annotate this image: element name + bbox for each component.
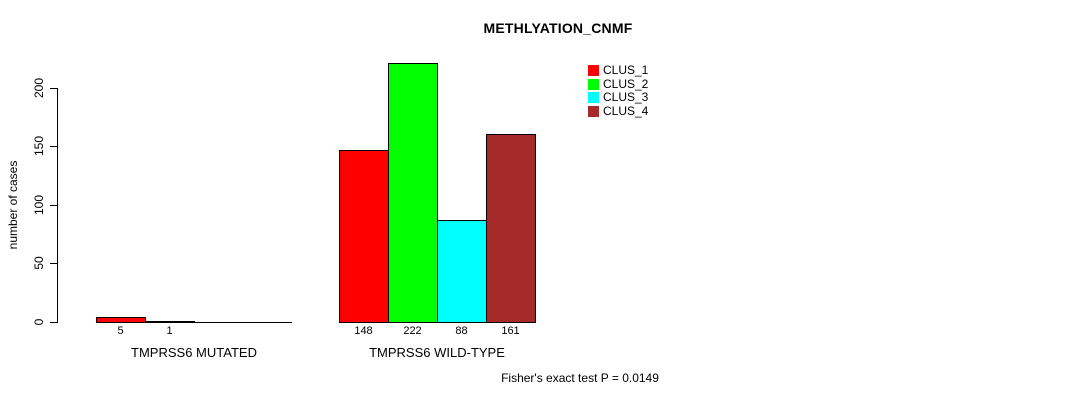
legend-swatch-clus-4 xyxy=(588,105,599,117)
legend-label-clus-1: CLUS_1 xyxy=(603,63,649,77)
bar-clus-2-tmprss6-mutated xyxy=(145,321,195,323)
bar-value-label: 88 xyxy=(455,325,468,337)
y-tick-label: 50 xyxy=(32,256,46,270)
bar-value-label: 1 xyxy=(166,325,173,337)
bar-clus-4-tmprss6-mutated xyxy=(243,322,292,323)
y-axis-tick xyxy=(50,322,57,323)
bar-clus-1-tmprss6-mutated xyxy=(96,317,146,323)
bar-clus-2-tmprss6-wild-type xyxy=(388,63,438,323)
bar-value-label: 148 xyxy=(354,325,373,337)
legend-item-clus-4: CLUS_4 xyxy=(588,103,649,118)
y-axis-tick xyxy=(50,205,57,206)
legend-label-clus-2: CLUS_2 xyxy=(603,76,649,91)
y-axis-line xyxy=(57,88,58,323)
y-axis-tick xyxy=(50,88,57,89)
y-axis-tick xyxy=(50,146,57,147)
chart-title: METHLYATION_CNMF xyxy=(483,20,633,36)
bar-value-label: 222 xyxy=(403,325,422,337)
legend-item-clus-2: CLUS_2 xyxy=(588,76,649,91)
legend: CLUS_1 CLUS_2 CLUS_3 CLUS_4 xyxy=(588,63,649,119)
bar-clus-3-tmprss6-mutated xyxy=(194,322,243,323)
footnote-fisher-test: Fisher's exact test P = 0.0149 xyxy=(501,371,659,385)
legend-label-clus-4: CLUS_4 xyxy=(603,103,649,118)
y-tick-label: 150 xyxy=(32,135,46,157)
y-tick-label: 200 xyxy=(32,77,46,99)
category-label-tmprss6-wild-type: TMPRSS6 WILD-TYPE xyxy=(369,345,505,360)
y-axis-tick xyxy=(50,263,57,264)
bar-value-label: 161 xyxy=(501,325,520,337)
legend-swatch-clus-1 xyxy=(588,65,599,76)
y-tick-label: 0 xyxy=(32,318,46,326)
bar-clus-4-tmprss6-wild-type xyxy=(486,134,536,323)
legend-item-clus-3: CLUS_3 xyxy=(588,90,649,104)
legend-swatch-clus-2 xyxy=(588,78,599,90)
legend-item-clus-1: CLUS_1 xyxy=(588,63,649,77)
bar-value-label: 5 xyxy=(117,325,124,337)
legend-swatch-clus-3 xyxy=(588,92,599,103)
category-label-tmprss6-mutated: TMPRSS6 MUTATED xyxy=(131,345,257,360)
legend-label-clus-3: CLUS_3 xyxy=(603,90,649,104)
bar-clus-1-tmprss6-wild-type xyxy=(339,150,389,323)
y-tick-label: 100 xyxy=(32,194,46,216)
bar-clus-3-tmprss6-wild-type xyxy=(437,220,487,323)
